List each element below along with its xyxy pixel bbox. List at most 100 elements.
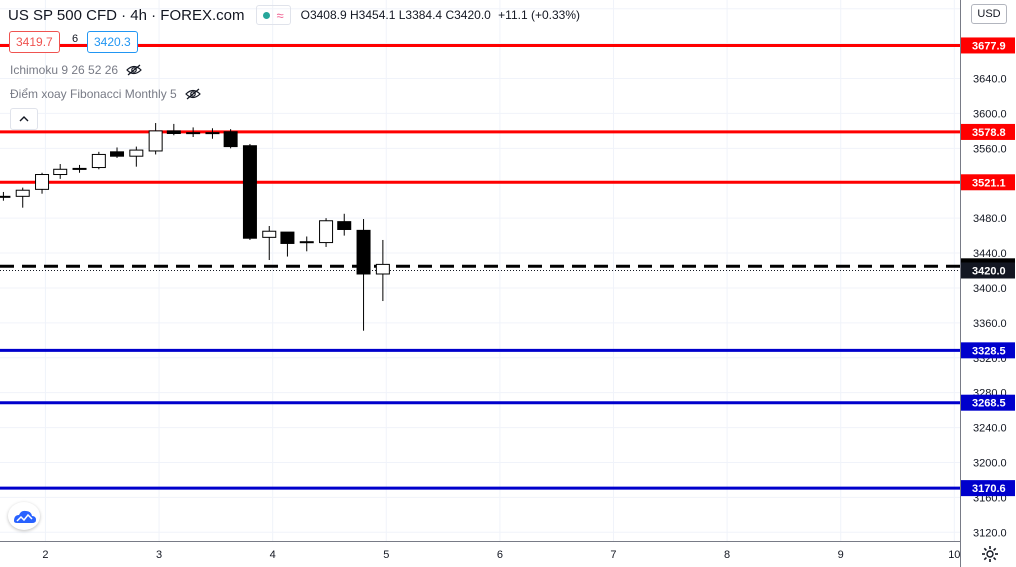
collapse-legend-button[interactable] [10, 108, 38, 130]
candle-body [91, 153, 106, 169]
price-label: 3268.5 [972, 398, 1006, 410]
candle-body [223, 131, 238, 148]
candle [242, 143, 257, 240]
x-tick-label: 4 [270, 549, 276, 561]
candle-body [72, 167, 87, 170]
spread-value: 6 [72, 33, 79, 45]
indicator-ichimoku[interactable]: Ichimoku 9 26 52 26 [10, 63, 142, 77]
y-tick-label: 3560.0 [973, 143, 1007, 155]
high-value: H3454.1 [350, 8, 396, 22]
candle-body [129, 149, 144, 157]
candle-body [205, 132, 220, 135]
y-tick-label: 3240.0 [973, 423, 1007, 435]
symbol-title[interactable]: US SP 500 CFD · 4h · FOREX.com [8, 6, 245, 24]
x-tick-label: 10 [948, 549, 960, 561]
candle [72, 164, 87, 173]
price-label: 3677.9 [972, 40, 1006, 52]
close-value: C3420.0 [445, 8, 491, 22]
low-value: L3384.4 [398, 8, 443, 22]
indicator-label: Ichimoku 9 26 52 26 [10, 63, 119, 77]
ohlc-values: O3408.9 H3454.1 L3384.4 C3420.0 +11.1 (+… [301, 8, 580, 22]
candle-body [53, 168, 68, 176]
price-label-bg [961, 394, 1015, 411]
price-label-bg [961, 342, 1015, 359]
candle [375, 239, 390, 302]
x-tick-label: 8 [724, 549, 730, 561]
chevron-up-icon [19, 116, 29, 122]
candle-body [356, 229, 371, 275]
price-label: 3328.5 [972, 345, 1006, 357]
price-label-bg [961, 262, 1015, 279]
candle [110, 147, 125, 158]
x-tick-label: 9 [838, 549, 844, 561]
currency-button[interactable]: USD [971, 4, 1007, 24]
y-tick-label: 3640.0 [973, 74, 1007, 86]
y-tick-label: 3480.0 [973, 213, 1007, 225]
market-open-icon [263, 11, 271, 19]
buy-price-button[interactable]: 3420.3 [87, 31, 138, 53]
change-value: +11.1 (+0.33%) [498, 8, 581, 22]
candle-body [148, 130, 163, 152]
x-tick-label: 7 [610, 549, 616, 561]
sell-price-button[interactable]: 3419.7 [9, 31, 60, 53]
price-label-bg [961, 123, 1015, 140]
candle-body [280, 231, 295, 244]
candle-body [319, 220, 334, 244]
indicator-fibonacci-pivots[interactable]: Điểm xoay Fibonacci Monthly 5 [10, 87, 201, 101]
price-label-bg [961, 174, 1015, 191]
candle [91, 151, 106, 170]
time-axis[interactable]: 2 3 4 5 6 7 8 9 10 [0, 541, 960, 562]
price-label: 3578.8 [972, 127, 1006, 139]
candle [129, 146, 144, 167]
y-tick-label: 3600.0 [973, 108, 1007, 120]
candle [148, 123, 163, 155]
candle-body [337, 221, 352, 230]
candle-body [242, 145, 257, 239]
last-price-label: 3420.0 [972, 266, 1006, 278]
settings-gear-icon[interactable] [980, 544, 1000, 564]
price-label: 3521.1 [972, 177, 1006, 189]
hidden-eye-icon[interactable] [184, 88, 201, 100]
candle [53, 164, 68, 179]
candle-body [299, 241, 314, 244]
chart-header: US SP 500 CFD · 4h · FOREX.com ≈ O3408.9… [8, 5, 580, 25]
candle [280, 231, 295, 257]
y-tick-label: 3360.0 [973, 318, 1007, 330]
candle [299, 236, 314, 252]
wave-icon: ≈ [276, 7, 284, 23]
candle [0, 191, 11, 201]
price-axis[interactable]: 3120.03160.03200.03240.03280.03320.03360… [960, 0, 1016, 567]
cloud-logo-icon [14, 510, 36, 523]
x-tick-label: 6 [497, 549, 503, 561]
price-label-bg [961, 480, 1015, 497]
x-tick-label: 5 [383, 549, 389, 561]
candle-body [166, 130, 181, 135]
candle [166, 123, 181, 136]
candle [186, 127, 201, 137]
candle-body [15, 189, 30, 197]
y-tick-label: 3440.0 [973, 248, 1007, 260]
candles [0, 123, 390, 331]
candle [205, 128, 220, 139]
candle [356, 219, 371, 331]
candle-body [110, 151, 125, 157]
x-tick-label: 2 [42, 549, 48, 561]
candle-body [375, 263, 390, 275]
candle-body [0, 195, 11, 198]
market-status[interactable]: ≈ [256, 5, 291, 25]
candle-body [186, 132, 201, 135]
open-value: O3408.9 [300, 8, 347, 22]
tradingview-logo[interactable] [8, 502, 40, 530]
candle [15, 187, 30, 208]
indicator-label: Điểm xoay Fibonacci Monthly 5 [10, 87, 177, 101]
price-label-bg [961, 37, 1015, 54]
pivot-levels [0, 43, 960, 490]
hidden-eye-icon[interactable] [126, 64, 142, 76]
candle-body [35, 174, 50, 190]
x-tick-label: 3 [156, 549, 162, 561]
y-tick-label: 3400.0 [973, 283, 1007, 295]
price-label: 3170.6 [972, 483, 1006, 495]
y-tick-label: 3200.0 [973, 457, 1007, 469]
candle [35, 172, 50, 194]
